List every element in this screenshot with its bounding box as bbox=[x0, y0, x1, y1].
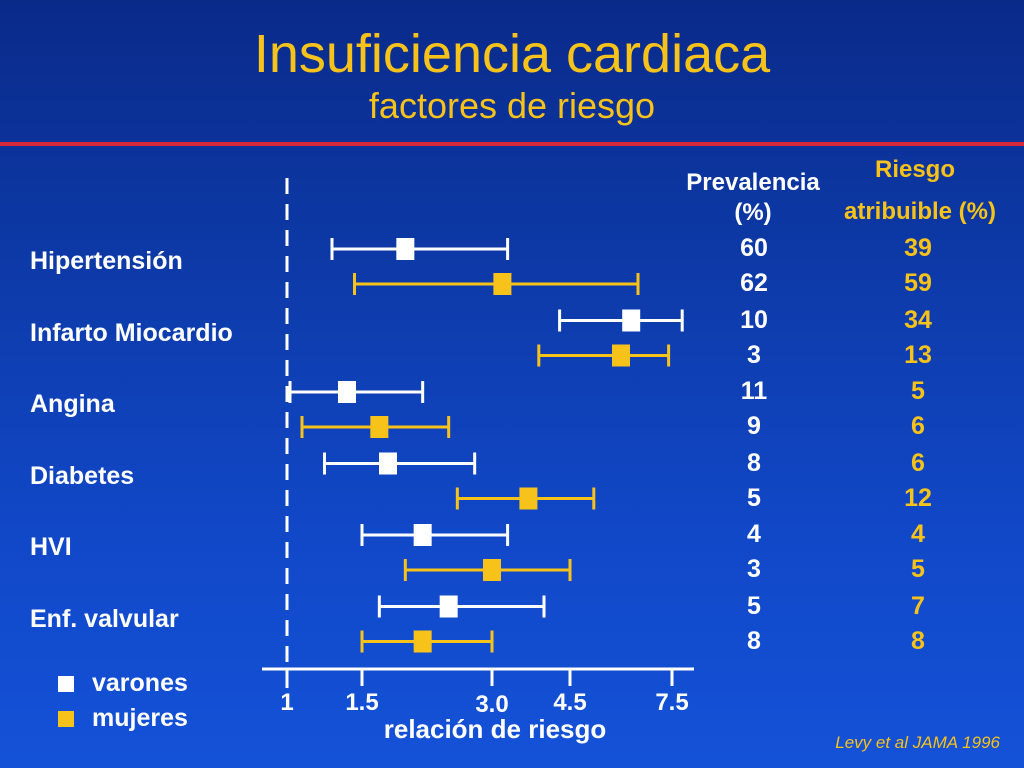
prevalencia-enf-valvular-varones: 5 bbox=[747, 591, 761, 620]
slide-title: Insuficiencia cardiaca bbox=[253, 24, 771, 84]
prevalencia-header-line2: (%) bbox=[734, 199, 772, 226]
riesgo-hvi-mujeres: 5 bbox=[911, 555, 925, 583]
riesgo-hipertensi-n-varones: 39 bbox=[904, 234, 932, 262]
x-axis-title: relación de riesgo bbox=[383, 714, 607, 744]
legend-mujeres-label: mujeres bbox=[92, 704, 188, 732]
row-diabetes-mujeres-point bbox=[519, 487, 538, 510]
row-label-enf-valvular: Enf. valvular bbox=[30, 604, 179, 633]
riesgo-infarto-miocardio-varones: 34 bbox=[904, 305, 932, 334]
row-enf-valvular-varones-point bbox=[439, 595, 458, 618]
row-infarto-miocardio-varones-point bbox=[622, 309, 641, 332]
x-tick-label: 7.5 bbox=[655, 689, 688, 716]
prevalencia-header-line1: Prevalencia bbox=[686, 169, 820, 196]
prevalencia-angina-varones: 11 bbox=[740, 377, 768, 405]
row-angina-mujeres-point bbox=[370, 416, 389, 438]
prevalencia-hipertensi-n-varones: 60 bbox=[740, 234, 768, 262]
citation: Levy et al JAMA 1996 bbox=[835, 733, 1000, 752]
prevalencia-hvi-varones: 4 bbox=[747, 520, 761, 548]
riesgo-angina-mujeres: 6 bbox=[911, 412, 925, 440]
row-label-hvi: HVI bbox=[30, 533, 72, 561]
row-label-diabetes: Diabetes bbox=[30, 461, 135, 490]
prevalencia-diabetes-varones: 8 bbox=[747, 448, 761, 477]
row-diabetes-varones-point bbox=[379, 452, 397, 475]
row-label-infarto-miocardio: Infarto Miocardio bbox=[30, 318, 233, 347]
prevalencia-diabetes-mujeres: 5 bbox=[747, 483, 761, 512]
riesgo-header-line2: atribuible (%) bbox=[843, 198, 996, 225]
row-hvi-mujeres-point bbox=[483, 559, 501, 581]
prevalencia-angina-mujeres: 9 bbox=[747, 412, 761, 440]
riesgo-infarto-miocardio-mujeres: 13 bbox=[904, 340, 932, 369]
riesgo-hipertensi-n-mujeres: 59 bbox=[904, 269, 932, 297]
riesgo-enf-valvular-varones: 7 bbox=[911, 591, 925, 620]
prevalencia-infarto-miocardio-mujeres: 3 bbox=[747, 340, 761, 369]
row-hipertensi-n-mujeres-point bbox=[493, 273, 512, 295]
prevalencia-header: Prevalencia (%) bbox=[668, 168, 838, 228]
prevalencia-infarto-miocardio-varones: 10 bbox=[740, 305, 768, 334]
row-label-angina: Angina bbox=[30, 390, 115, 418]
x-tick-label: 1 bbox=[280, 689, 293, 716]
riesgo-enf-valvular-mujeres: 8 bbox=[911, 626, 925, 655]
riesgo-diabetes-varones: 6 bbox=[911, 448, 925, 477]
row-angina-varones-point bbox=[338, 381, 356, 403]
legend-varones-label: varones bbox=[92, 669, 188, 697]
x-tick-label: 3.0 bbox=[475, 691, 508, 718]
x-tick-label: 1.5 bbox=[345, 689, 378, 716]
slide-subtitle: factores de riesgo bbox=[368, 85, 656, 126]
riesgo-header-line1: Riesgo bbox=[874, 156, 955, 183]
row-infarto-miocardio-mujeres-point bbox=[612, 344, 630, 367]
legend-varones-swatch bbox=[58, 676, 74, 692]
riesgo-diabetes-mujeres: 12 bbox=[904, 483, 932, 512]
row-label-hipertensi-n: Hipertensión bbox=[30, 247, 183, 275]
prevalencia-enf-valvular-mujeres: 8 bbox=[747, 626, 761, 655]
title-divider bbox=[0, 142, 1024, 146]
riesgo-angina-varones: 5 bbox=[911, 377, 925, 405]
x-tick-label: 4.5 bbox=[553, 689, 586, 716]
prevalencia-hvi-mujeres: 3 bbox=[747, 555, 761, 583]
row-hipertensi-n-varones-point bbox=[396, 238, 415, 260]
riesgo-hvi-varones: 4 bbox=[911, 520, 925, 548]
legend-mujeres-swatch bbox=[58, 711, 74, 727]
row-hvi-varones-point bbox=[413, 524, 432, 546]
row-enf-valvular-mujeres-point bbox=[413, 630, 432, 653]
prevalencia-hipertensi-n-mujeres: 62 bbox=[740, 269, 768, 297]
